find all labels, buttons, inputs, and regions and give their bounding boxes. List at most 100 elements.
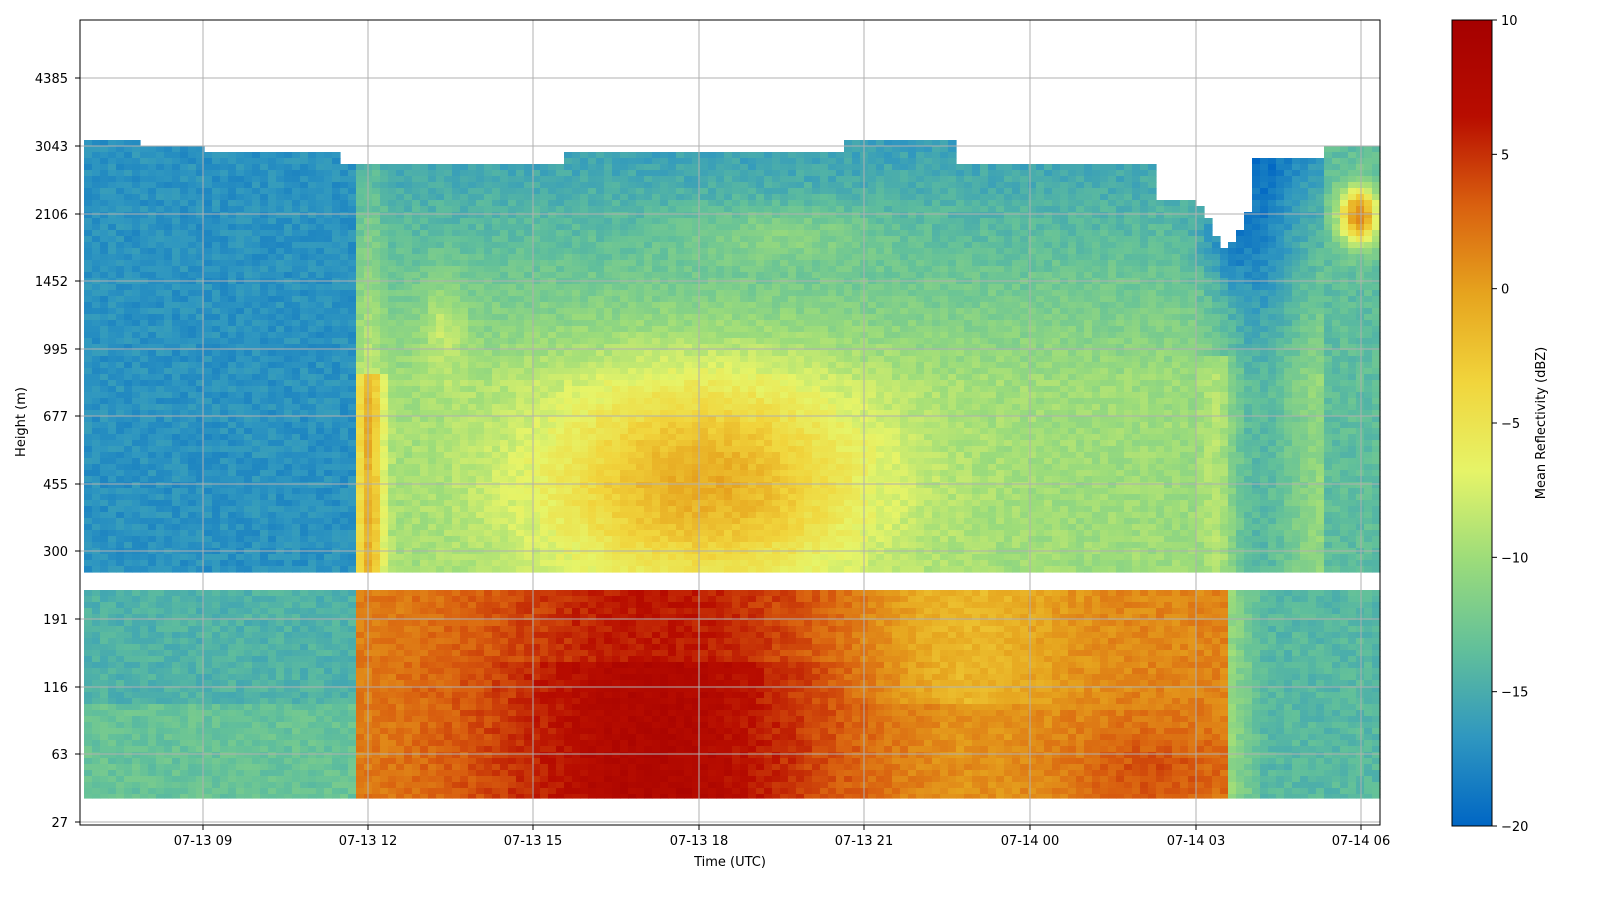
heatmap-cell <box>172 662 181 669</box>
heatmap-cell <box>188 242 197 249</box>
heatmap-cell <box>252 764 261 771</box>
heatmap-cell <box>388 362 397 369</box>
heatmap-cell <box>172 680 181 687</box>
heatmap-cell <box>108 254 117 261</box>
heatmap-cell <box>428 674 437 681</box>
heatmap-cell <box>404 404 413 411</box>
heatmap-cell <box>412 206 421 213</box>
heatmap-cell <box>124 566 133 573</box>
heatmap-cell <box>380 656 389 663</box>
heatmap-cell <box>324 230 333 237</box>
heatmap-cell <box>108 434 117 441</box>
heatmap-cell <box>100 608 109 615</box>
heatmap-cell <box>172 554 181 561</box>
heatmap-cell <box>180 500 189 507</box>
heatmap-cell <box>84 788 93 795</box>
heatmap-cell <box>196 542 205 549</box>
heatmap-cell <box>172 188 181 195</box>
heatmap-cell <box>300 350 309 357</box>
heatmap-cell <box>180 188 189 195</box>
heatmap-cell <box>460 272 469 279</box>
heatmap-cell <box>340 320 349 327</box>
heatmap-cell <box>100 248 109 255</box>
heatmap-cell <box>172 788 181 795</box>
heatmap-cell <box>348 482 357 489</box>
heatmap-cell <box>436 644 445 651</box>
heatmap-cell <box>388 530 397 537</box>
heatmap-cell <box>84 728 93 735</box>
heatmap-cell <box>180 794 189 799</box>
heatmap-cell <box>180 176 189 183</box>
heatmap-cell <box>172 626 181 633</box>
heatmap-cell <box>164 626 173 633</box>
heatmap-cell <box>132 464 141 471</box>
heatmap-cell <box>252 656 261 663</box>
heatmap-cell <box>380 356 389 363</box>
heatmap-cell <box>324 782 333 789</box>
heatmap-cell <box>372 788 381 795</box>
heatmap-cell <box>428 380 437 387</box>
heatmap-cell <box>252 740 261 747</box>
heatmap-cell <box>316 452 325 459</box>
heatmap-cell <box>428 794 437 799</box>
heatmap-cell <box>164 302 173 309</box>
heatmap-cell <box>396 668 405 675</box>
heatmap-cell <box>140 734 149 741</box>
heatmap-cell <box>300 788 309 795</box>
heatmap-cell <box>428 668 437 675</box>
heatmap-cell <box>284 668 293 675</box>
heatmap-cell <box>300 290 309 297</box>
heatmap-cell <box>220 632 229 639</box>
heatmap-cell <box>372 674 381 681</box>
heatmap-cell <box>100 446 109 453</box>
heatmap-cell <box>116 632 125 639</box>
heatmap-cell <box>292 704 301 711</box>
heatmap-cell <box>156 362 165 369</box>
heatmap-cell <box>452 194 461 201</box>
heatmap-cell <box>460 248 469 255</box>
heatmap-cell <box>148 380 157 387</box>
heatmap-cell <box>196 458 205 465</box>
heatmap-cell <box>348 356 357 363</box>
heatmap-cell <box>116 614 125 621</box>
heatmap-cell <box>372 644 381 651</box>
heatmap-cell <box>212 668 221 675</box>
heatmap-cell <box>188 146 197 153</box>
heatmap-cell <box>140 398 149 405</box>
heatmap-cell <box>460 410 469 417</box>
heatmap-cell <box>140 326 149 333</box>
heatmap-cell <box>372 704 381 711</box>
heatmap-cell <box>436 476 445 483</box>
heatmap-cell <box>348 680 357 687</box>
heatmap-cell <box>388 290 397 297</box>
heatmap-cell <box>420 188 429 195</box>
heatmap-cell <box>132 344 141 351</box>
heatmap-cell <box>460 488 469 495</box>
heatmap-cell <box>396 752 405 759</box>
heatmap-cell <box>340 410 349 417</box>
heatmap-cell <box>348 332 357 339</box>
heatmap-cell <box>276 506 285 513</box>
heatmap-cell <box>148 734 157 741</box>
heatmap-cell <box>100 536 109 543</box>
heatmap-cell <box>356 266 365 273</box>
heatmap-cell <box>164 716 173 723</box>
heatmap-cell <box>244 644 253 651</box>
heatmap-cell <box>324 158 333 165</box>
heatmap-cell <box>164 722 173 729</box>
heatmap-cell <box>388 494 397 501</box>
heatmap-cell <box>260 320 269 327</box>
heatmap-cell <box>308 188 317 195</box>
heatmap-cell <box>244 260 253 267</box>
heatmap-cell <box>164 170 173 177</box>
heatmap-cell <box>316 332 325 339</box>
heatmap-cell <box>380 668 389 675</box>
heatmap-cell <box>156 224 165 231</box>
heatmap-cell <box>252 182 261 189</box>
heatmap-cell <box>268 326 277 333</box>
heatmap-cell <box>396 782 405 789</box>
heatmap-cell <box>132 362 141 369</box>
heatmap-cell <box>260 170 269 177</box>
heatmap-cell <box>316 656 325 663</box>
heatmap-cell <box>308 794 317 799</box>
